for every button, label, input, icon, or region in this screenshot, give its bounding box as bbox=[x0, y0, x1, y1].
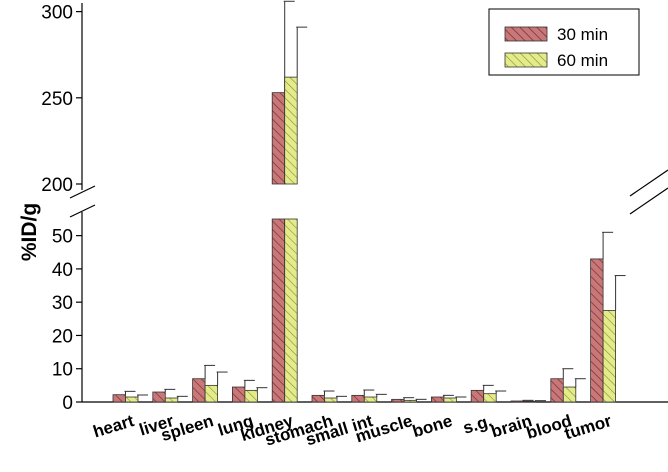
y-tick-label: 0 bbox=[62, 393, 73, 414]
y-tick-label: 40 bbox=[52, 260, 73, 281]
x-tick-label-tumor: tumor bbox=[562, 411, 614, 443]
bar-kidney-lower bbox=[271, 218, 286, 403]
bar-brain bbox=[523, 400, 537, 403]
bar-liver bbox=[164, 397, 179, 403]
legend-label-0: 30 min bbox=[557, 25, 608, 44]
bar-s.g. bbox=[483, 393, 497, 403]
bar-lung bbox=[231, 386, 246, 403]
bar-heart bbox=[112, 394, 126, 403]
y-tick-label: 200 bbox=[41, 175, 73, 196]
bar-kidney bbox=[284, 76, 298, 185]
bar-spleen bbox=[192, 378, 206, 403]
y-tick-label: 300 bbox=[41, 3, 73, 24]
legend-swatch-0 bbox=[504, 26, 548, 42]
bar-bone bbox=[443, 397, 457, 403]
x-tick-label-heart: heart bbox=[91, 411, 137, 441]
bar-kidney-lower bbox=[284, 218, 298, 403]
y-tick-label: 250 bbox=[41, 89, 73, 110]
y-axis-label: %ID/g bbox=[18, 203, 41, 261]
y-tick-label: 50 bbox=[52, 227, 73, 248]
bar-bone bbox=[430, 396, 445, 403]
y-tick-label: 20 bbox=[52, 326, 73, 347]
legend-swatch-1 bbox=[504, 52, 548, 68]
y-tick-label: 30 bbox=[52, 293, 73, 314]
bar-muscle bbox=[403, 399, 418, 403]
bar-spleen bbox=[204, 384, 219, 403]
bar-kidney bbox=[271, 92, 286, 185]
axis-break-mark-left bbox=[69, 204, 96, 218]
bar-blood bbox=[550, 378, 564, 403]
x-tick-label-bone: bone bbox=[410, 411, 454, 441]
bar-tumor bbox=[602, 310, 616, 403]
bar-small int bbox=[351, 394, 365, 403]
bar-s.g. bbox=[470, 389, 485, 403]
y-tick-label: 10 bbox=[52, 360, 73, 381]
bar-stomach bbox=[311, 394, 325, 403]
bar-lung bbox=[244, 389, 258, 403]
bar-small int bbox=[363, 396, 378, 403]
bar-brain bbox=[510, 400, 524, 403]
axis-break-mark-right bbox=[629, 187, 668, 215]
bar-muscle bbox=[391, 398, 405, 403]
bar-liver bbox=[152, 391, 166, 403]
axis-break-mark-right bbox=[629, 169, 668, 197]
bar-tumor bbox=[590, 258, 604, 403]
bar-heart bbox=[125, 396, 139, 403]
bar-stomach bbox=[324, 397, 338, 403]
bar-blood bbox=[562, 386, 577, 403]
legend-label-1: 60 min bbox=[557, 51, 608, 70]
axis-break-mark-left bbox=[69, 185, 96, 199]
